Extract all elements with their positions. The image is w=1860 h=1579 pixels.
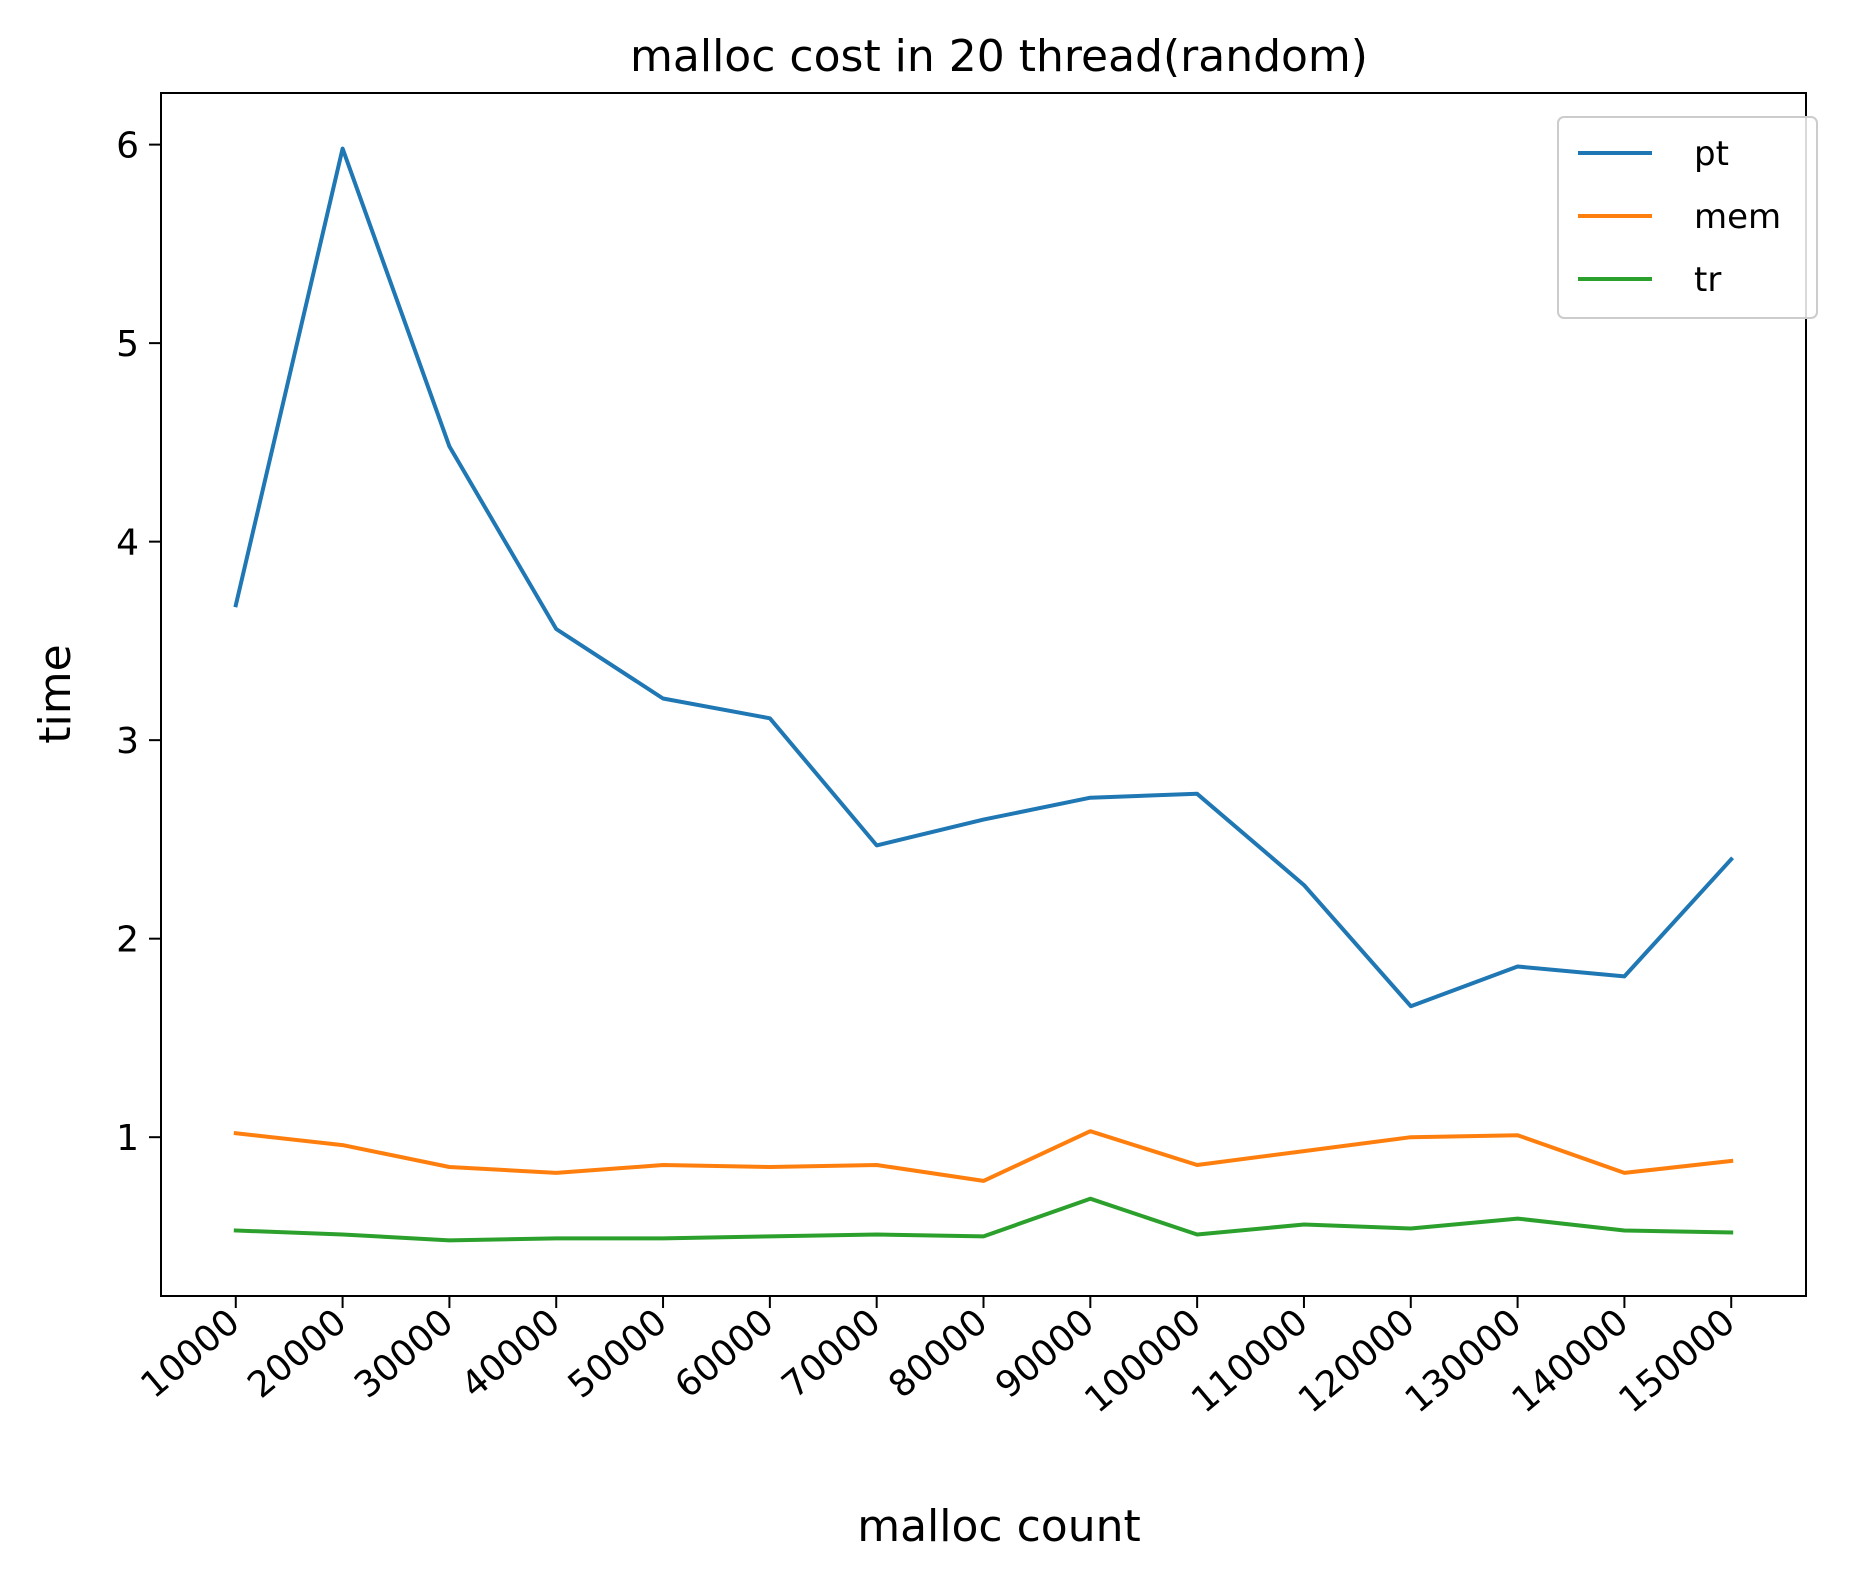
y-axis: 1 2 3 4 5 6 xyxy=(116,126,161,1159)
y-axis-label: time xyxy=(30,644,81,743)
legend-label-tr: tr xyxy=(1694,260,1721,300)
legend-label-pt: pt xyxy=(1694,134,1729,174)
series-line-tr xyxy=(233,1196,1734,1243)
x-axis-label: malloc count xyxy=(857,1501,1141,1552)
legend: pt mem tr xyxy=(1557,116,1818,319)
y-tick-label: 1 xyxy=(116,1118,139,1159)
chart-title: malloc cost in 20 thread(random) xyxy=(630,31,1368,82)
series-line-mem xyxy=(233,1129,1734,1183)
plot-area xyxy=(161,93,1806,1296)
y-tick-label: 6 xyxy=(116,126,139,167)
y-tick-label: 3 xyxy=(116,721,139,762)
series-line-pt xyxy=(233,146,1735,1009)
series-layer xyxy=(233,146,1735,1243)
y-tick-label: 4 xyxy=(116,523,139,564)
legend-box xyxy=(1557,116,1818,319)
y-tick-label: 2 xyxy=(116,920,139,961)
y-tick-label: 5 xyxy=(116,324,139,365)
legend-label-mem: mem xyxy=(1694,197,1781,237)
